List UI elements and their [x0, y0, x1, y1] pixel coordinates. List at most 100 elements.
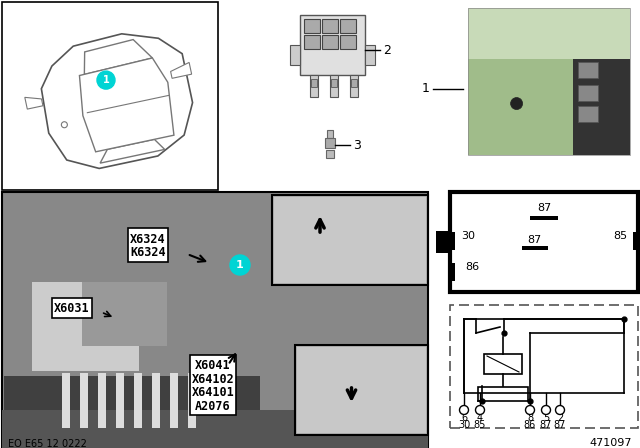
Text: 2: 2 — [557, 413, 563, 423]
Bar — [340, 35, 356, 49]
Circle shape — [556, 405, 564, 414]
Text: X64101: X64101 — [191, 386, 234, 399]
Bar — [52, 298, 92, 318]
Bar — [297, 347, 426, 433]
Circle shape — [61, 122, 67, 128]
Bar — [274, 197, 426, 283]
Bar — [636, 231, 640, 253]
Bar — [188, 373, 196, 428]
Text: 8: 8 — [527, 413, 533, 423]
Text: 86: 86 — [465, 262, 479, 272]
Text: 3: 3 — [353, 138, 361, 151]
Bar — [468, 60, 573, 155]
Bar — [326, 150, 334, 158]
Bar — [325, 138, 335, 148]
Bar — [530, 216, 558, 220]
Polygon shape — [84, 39, 152, 74]
Bar — [310, 75, 318, 97]
Bar — [322, 35, 338, 49]
Bar — [322, 19, 338, 33]
Bar — [450, 263, 455, 281]
Circle shape — [476, 405, 484, 414]
Bar — [450, 305, 638, 428]
Bar — [633, 232, 638, 250]
Bar — [478, 387, 528, 401]
Text: X6041: X6041 — [195, 359, 231, 372]
Text: 30: 30 — [461, 231, 475, 241]
Text: 471097: 471097 — [589, 438, 632, 448]
Text: 87: 87 — [554, 420, 566, 430]
Text: X6324: X6324 — [130, 233, 166, 246]
Bar — [295, 345, 428, 435]
Text: A2076: A2076 — [195, 400, 231, 413]
Text: 1: 1 — [102, 75, 109, 85]
Bar — [2, 409, 428, 448]
Circle shape — [230, 255, 250, 275]
Bar — [134, 373, 142, 428]
Bar — [272, 195, 428, 285]
Bar — [300, 15, 365, 75]
Bar — [82, 282, 167, 345]
Bar — [468, 8, 630, 155]
Text: 2: 2 — [383, 43, 391, 56]
Circle shape — [460, 405, 468, 414]
Bar — [170, 373, 178, 428]
Circle shape — [525, 405, 534, 414]
Bar — [351, 79, 357, 87]
Bar — [128, 228, 168, 262]
Bar — [116, 373, 124, 428]
Bar — [340, 19, 356, 33]
Polygon shape — [42, 34, 193, 168]
Bar — [191, 355, 236, 415]
Text: 5: 5 — [543, 413, 549, 423]
Text: EO E65 12 0222: EO E65 12 0222 — [8, 439, 87, 448]
Text: 87: 87 — [537, 203, 551, 213]
Bar — [365, 45, 375, 65]
Bar — [62, 373, 70, 428]
Bar — [304, 19, 320, 33]
Bar — [98, 373, 106, 428]
Bar — [2, 2, 218, 190]
Bar — [450, 232, 455, 250]
Text: 6: 6 — [461, 413, 467, 423]
Polygon shape — [100, 139, 164, 163]
Text: 86: 86 — [524, 420, 536, 430]
Bar — [152, 373, 160, 428]
Bar — [484, 354, 522, 374]
Bar — [468, 8, 630, 155]
Text: 85: 85 — [613, 231, 627, 241]
Bar — [450, 192, 638, 292]
Text: 85: 85 — [474, 420, 486, 430]
Bar — [327, 130, 333, 138]
Bar — [2, 192, 428, 448]
Bar — [330, 75, 338, 97]
Circle shape — [511, 98, 523, 110]
Text: 4: 4 — [477, 413, 483, 423]
Bar — [579, 106, 598, 122]
Circle shape — [541, 405, 550, 414]
Bar — [436, 231, 452, 253]
Bar — [290, 45, 300, 65]
Text: 1: 1 — [422, 82, 430, 95]
Text: 87: 87 — [527, 235, 541, 245]
Bar — [311, 79, 317, 87]
Text: 87: 87 — [540, 420, 552, 430]
Text: 30: 30 — [458, 420, 470, 430]
Polygon shape — [25, 97, 43, 109]
Bar — [331, 79, 337, 87]
Bar — [522, 246, 548, 250]
Bar — [579, 85, 598, 101]
Bar — [579, 62, 598, 78]
Text: K6324: K6324 — [130, 246, 166, 259]
Bar — [468, 8, 630, 60]
Text: 1: 1 — [236, 260, 244, 270]
Text: X6031: X6031 — [54, 302, 90, 315]
Bar — [32, 282, 138, 371]
Bar — [573, 60, 630, 155]
Bar — [80, 373, 88, 428]
Circle shape — [97, 71, 115, 89]
Bar — [4, 376, 260, 409]
Polygon shape — [79, 58, 174, 152]
Bar — [304, 35, 320, 49]
Polygon shape — [171, 62, 191, 78]
